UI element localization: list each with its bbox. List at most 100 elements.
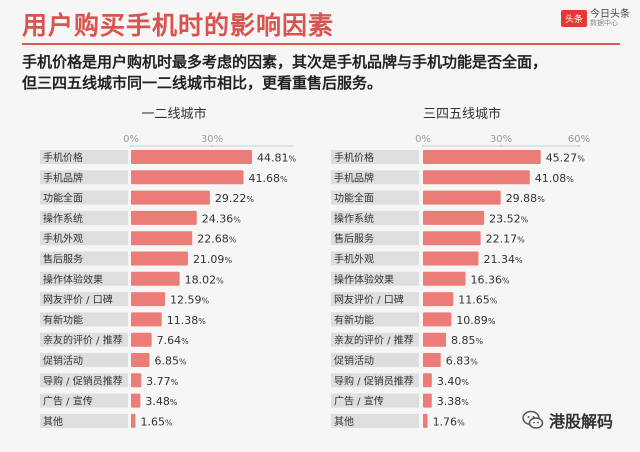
- tier345-category-label: 手机价格: [334, 151, 374, 164]
- description: 手机价格是用户购机时最多考虑的因素，其次是手机品牌与手机功能是否全面， 但三四五…: [22, 52, 622, 94]
- tier345-category-label: 有新功能: [334, 313, 374, 326]
- tier12-value-unit: %: [216, 276, 224, 285]
- description-line-2: 但三四五线城市同一二线城市相比，更看重售后服务。: [22, 74, 383, 92]
- tier345-value-unit: %: [577, 155, 585, 164]
- tier12-category-bg: [40, 210, 128, 225]
- tier345-bar: [423, 312, 452, 327]
- tier12-value-unit: %: [198, 317, 206, 326]
- tier345-value-label: 3.38%: [437, 395, 470, 408]
- tier12-value-unit: %: [171, 378, 179, 387]
- tier345-bar: [423, 210, 485, 225]
- tier345-bar: [423, 292, 454, 307]
- tier345-value-unit: %: [461, 398, 469, 407]
- tier345-category-bg: [331, 210, 419, 225]
- tier12-value-unit: %: [233, 215, 241, 224]
- tier345-category-label: 操作体验效果: [334, 273, 394, 286]
- tier12-bar: [131, 210, 197, 225]
- tier345-value-label: 29.88%: [506, 192, 546, 205]
- tier345-bar: [423, 251, 479, 266]
- tier12-value-label: 1.65%: [140, 415, 173, 428]
- brand-name: 今日头条: [590, 9, 630, 20]
- tier345-bar: [423, 190, 501, 205]
- tier345-category-label: 操作系统: [334, 212, 374, 225]
- tier345-value-unit: %: [490, 297, 498, 306]
- tier12-bar: [131, 292, 165, 307]
- tier12-tick-label: 0%: [123, 134, 139, 145]
- tier345-value-unit: %: [517, 236, 525, 245]
- tier12-value-unit: %: [224, 256, 232, 265]
- brand-subtitle: 数据中心: [590, 19, 618, 27]
- tier12-value-unit: %: [165, 418, 173, 427]
- tier12-tick-label: 30%: [201, 134, 223, 145]
- tier12-value-label: 21.09%: [193, 253, 233, 266]
- tier12-bar: [131, 231, 193, 246]
- tier12-bar: [131, 190, 210, 205]
- tier345-value-label: 21.34%: [483, 253, 523, 266]
- tier345-category-bg: [331, 312, 419, 327]
- tier12-category-bg: [40, 190, 128, 205]
- tier345-value-unit: %: [476, 337, 484, 346]
- tier12-value-unit: %: [179, 358, 187, 367]
- tier345-category-label: 亲友的评价 / 推荐: [334, 334, 414, 347]
- tier12-category-bg: [40, 231, 128, 246]
- tier345-bar: [423, 373, 432, 388]
- brand-badge: 头条: [560, 10, 587, 27]
- tier12-value-label: 29.22%: [215, 192, 255, 205]
- tier345-category-bg: [331, 373, 419, 388]
- tier345-value-label: 23.52%: [489, 212, 528, 225]
- tier345-value-label: 22.17%: [486, 233, 525, 246]
- tier345-category-bg: [331, 190, 419, 205]
- tier345-bar: [423, 150, 541, 164]
- tier345-category-bg: [331, 413, 419, 428]
- tier12-category-label: 操作系统: [43, 212, 83, 225]
- tier345-category-bg: [331, 170, 419, 185]
- tier345-value-label: 10.89%: [456, 314, 496, 327]
- tier12-bar: [131, 373, 142, 388]
- tier12-bar: [131, 271, 180, 286]
- tier12-category-bg: [40, 292, 128, 307]
- tier345-bar: [423, 170, 530, 185]
- tier345-category-label: 网友评价 / 口碑: [334, 293, 404, 306]
- tier12-value-unit: %: [181, 337, 189, 346]
- tier12-category-bg: [40, 312, 128, 327]
- tier12-value-label: 44.81%: [257, 152, 297, 165]
- tier12-bar: [131, 353, 150, 367]
- tier12-value-unit: %: [229, 236, 237, 245]
- tier345-category-label: 导购 / 促销员推荐: [334, 374, 414, 387]
- tier345-category-label: 手机品牌: [334, 171, 374, 184]
- tier12-category-label: 手机品牌: [43, 171, 83, 184]
- tier12-bar: [131, 393, 141, 408]
- tier12-category-label: 手机外观: [43, 232, 83, 245]
- tier345-value-unit: %: [502, 276, 510, 285]
- tier12-value-unit: %: [201, 297, 209, 306]
- tier12-bar: [131, 251, 188, 266]
- tier345-tick-label: 60%: [568, 134, 590, 145]
- tier12-bar: [131, 312, 162, 327]
- tier345-value-unit: %: [566, 175, 574, 184]
- tier12-bar: [131, 413, 136, 428]
- tier345-category-bg: [331, 332, 419, 347]
- tier345-value-unit: %: [461, 378, 469, 387]
- tier345-value-unit: %: [537, 195, 545, 204]
- tier345-category-label: 售后服务: [334, 232, 374, 245]
- tier345-bar: [423, 413, 428, 428]
- tier345-value-label: 11.65%: [458, 294, 498, 307]
- tier12-category-label: 广告 / 宣传: [43, 395, 93, 408]
- tier345-value-unit: %: [470, 358, 478, 367]
- tier12-bar: [131, 332, 152, 347]
- tier345-value-label: 8.85%: [451, 334, 484, 347]
- tier345-value-label: 16.36%: [471, 273, 511, 286]
- page-title: 用户购买手机时的影响因素: [22, 11, 335, 40]
- description-line-1: 手机价格是用户购机时最多考虑的因素，其次是手机品牌与手机功能是否全面，: [22, 53, 548, 71]
- tier345-value-unit: %: [515, 256, 523, 265]
- tier12-category-label: 有新功能: [43, 313, 83, 326]
- tier12-value-label: 11.38%: [167, 314, 207, 327]
- watermark-text: 港股解码: [549, 412, 614, 431]
- tier345-bar: [423, 332, 447, 347]
- tier12-category-bg: [40, 170, 128, 185]
- tier345-value-label: 41.08%: [535, 172, 575, 185]
- brand-logo: 头条 今日头条 数据中心: [560, 9, 630, 27]
- tier345-category-label: 其他: [334, 415, 354, 428]
- tier345-category-bg: [331, 271, 419, 286]
